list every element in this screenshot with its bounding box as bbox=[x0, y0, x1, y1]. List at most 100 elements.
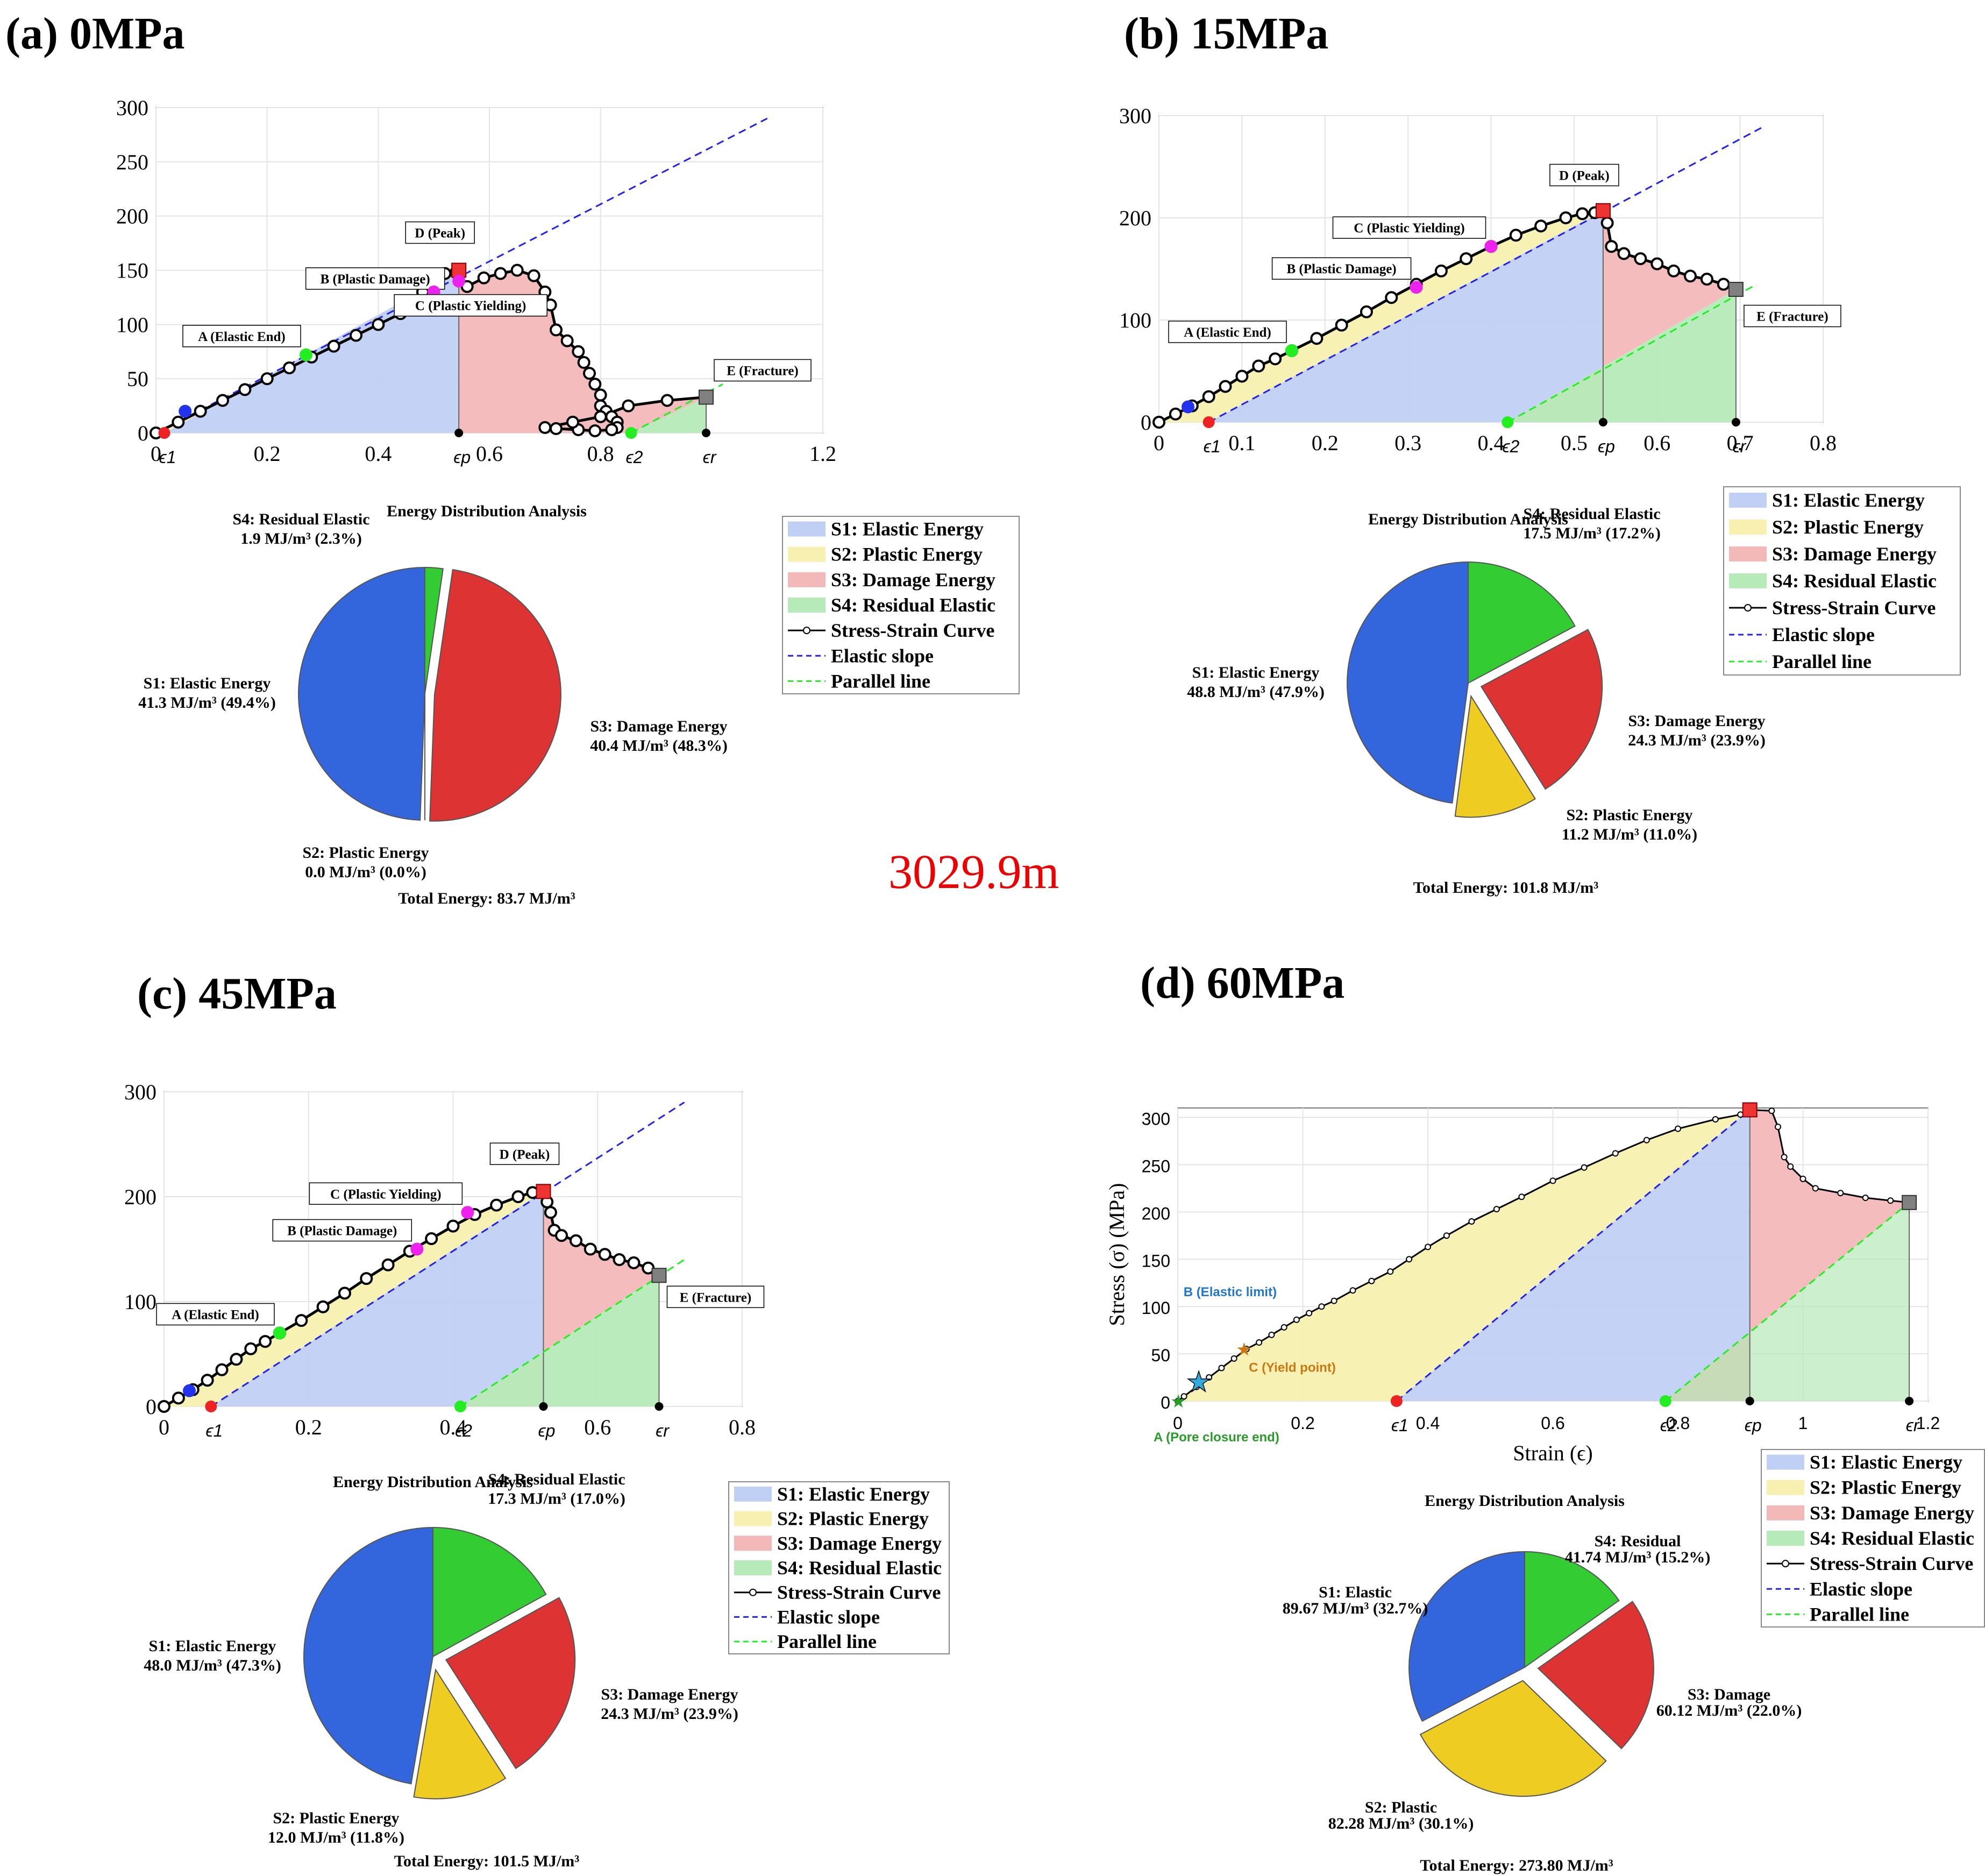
panel-c: (c) 45MPa 0 100 200 300 0 0.2 0.4 0.6 0.8 ϵ1 ϵ2 ϵp ϵr… bbox=[124, 969, 950, 1870]
x-tick-label: 0 bbox=[159, 1415, 169, 1439]
x-tick-label: 0.4 bbox=[1416, 1413, 1440, 1433]
curve-point bbox=[584, 1242, 597, 1256]
curve-point bbox=[1175, 1398, 1181, 1404]
eps-mark-label: ϵ1 bbox=[159, 447, 176, 467]
legend-swatch bbox=[1729, 520, 1767, 535]
curve-point bbox=[572, 345, 585, 358]
legend-item-label: S2: Plastic Energy bbox=[1810, 1477, 1961, 1498]
curve-point bbox=[338, 1287, 351, 1300]
eps2-marker bbox=[625, 427, 637, 439]
x-tick-label: 0.8 bbox=[729, 1415, 756, 1439]
curve-point bbox=[1335, 318, 1348, 332]
curve-point bbox=[1468, 1218, 1475, 1225]
x-tick-label: 0.4 bbox=[440, 1415, 467, 1439]
curve-point bbox=[1193, 1383, 1200, 1390]
legend-swatch bbox=[1767, 1531, 1804, 1546]
legend-item-label: Elastic slope bbox=[1772, 624, 1875, 645]
eps-mark-label: ϵp bbox=[538, 1421, 556, 1440]
region-S4 bbox=[631, 397, 706, 433]
curve-point bbox=[1206, 1374, 1213, 1381]
pie-total: Total Energy: 83.7 MJ/m³ bbox=[398, 890, 575, 907]
legend-swatch bbox=[803, 627, 810, 635]
curve-point bbox=[594, 388, 607, 402]
pie-label-S1: S1: Elastic bbox=[1319, 1583, 1392, 1601]
region-S1 bbox=[1208, 210, 1603, 422]
legend-item-label: Stress-Strain Curve bbox=[1772, 597, 1936, 619]
annotation-D: D (Peak) bbox=[415, 226, 465, 241]
region-S4 bbox=[1507, 289, 1736, 422]
pie-slice-S2 bbox=[1454, 694, 1536, 818]
blue-point bbox=[179, 404, 192, 418]
pie-label-S3: S3: Damage Energy bbox=[590, 717, 728, 735]
curve-point bbox=[1385, 291, 1398, 304]
curve-point bbox=[238, 383, 252, 396]
elastic-slope-line bbox=[210, 1102, 685, 1408]
pie-value-S1: 48.0 MJ/m³ (47.3%) bbox=[144, 1657, 281, 1674]
epsp-marker bbox=[539, 1402, 548, 1411]
pie-value-S2: 12.0 MJ/m³ (11.8%) bbox=[268, 1829, 404, 1846]
curve-point bbox=[1643, 1136, 1650, 1143]
elastic-slope-line bbox=[1208, 125, 1766, 423]
curve-point bbox=[1306, 1310, 1313, 1317]
y-tick-label: 0 bbox=[146, 1395, 156, 1419]
curve-point bbox=[1331, 1297, 1337, 1304]
curve-point bbox=[1612, 1150, 1619, 1157]
legend-item-label: Elastic slope bbox=[831, 645, 934, 666]
annotation-box-A bbox=[1168, 321, 1287, 343]
pie-slice-S3 bbox=[1480, 629, 1603, 790]
annotation-B: B (Elastic limit) bbox=[1184, 1285, 1277, 1299]
curve-point bbox=[316, 1300, 330, 1313]
legend-item-label: Parallel line bbox=[1810, 1603, 1909, 1625]
curve-point bbox=[613, 1253, 626, 1266]
pie-slice-S4 bbox=[1468, 561, 1576, 684]
legend-item-label: S3: Damage Energy bbox=[1810, 1502, 1974, 1524]
annotation-box-E bbox=[714, 359, 812, 382]
y-tick-label: 0 bbox=[1161, 1393, 1170, 1412]
panel-a: (a) 0MPa 0 50 100 150 200 250 300 0 0.2 0.4 0.6 0.8 1… bbox=[5, 9, 1020, 907]
point-A bbox=[1285, 344, 1298, 357]
elastic-slope-line bbox=[1396, 1109, 1751, 1402]
annotation-box-D bbox=[489, 1142, 560, 1165]
legend-swatch bbox=[1767, 1454, 1804, 1470]
legend-swatch bbox=[1767, 1505, 1804, 1520]
x-tick-label: 0.6 bbox=[1541, 1413, 1564, 1433]
legend-item-label: Elastic slope bbox=[1810, 1578, 1912, 1600]
pie-label-S4: S4: Residual Elastic bbox=[1523, 505, 1660, 523]
x-tick-label: 1.2 bbox=[1916, 1413, 1940, 1433]
y-tick-label: 250 bbox=[1142, 1156, 1170, 1176]
y-tick-label: 300 bbox=[1142, 1110, 1170, 1129]
legend-swatch bbox=[1767, 1480, 1804, 1495]
curve-point bbox=[588, 378, 602, 391]
legend-item-label: Parallel line bbox=[831, 670, 930, 692]
pie-value-S1: 48.8 MJ/m³ (47.9%) bbox=[1187, 683, 1325, 701]
curve-point bbox=[1368, 1277, 1375, 1284]
y-tick-label: 100 bbox=[1119, 308, 1151, 332]
eps-mark-label: ϵ2 bbox=[1502, 437, 1519, 456]
curve-point bbox=[230, 1353, 243, 1366]
curve-point bbox=[1717, 278, 1730, 291]
legend-item-label: S3: Damage Energy bbox=[1772, 543, 1937, 565]
y-tick-label: 300 bbox=[116, 96, 148, 120]
y-tick-label: 250 bbox=[116, 150, 148, 174]
pie-title: Energy Distribution Analysis bbox=[1368, 510, 1568, 528]
annotation-box-C bbox=[309, 1182, 463, 1205]
annotation-box-E bbox=[666, 1285, 765, 1308]
curve-point bbox=[622, 399, 635, 413]
legend-swatch bbox=[788, 598, 826, 613]
legend-item-label: S3: Damage Energy bbox=[777, 1532, 942, 1554]
x-tick-label: 0.2 bbox=[254, 442, 281, 466]
peak-marker bbox=[1595, 203, 1611, 218]
x-tick-label: 0 bbox=[151, 442, 161, 466]
pie-value-S4: 17.3 MJ/m³ (17.0%) bbox=[488, 1490, 625, 1508]
legend-item-label: S2: Plastic Energy bbox=[1772, 516, 1924, 538]
curve-point bbox=[544, 1206, 557, 1219]
pie-value-S1: 41.3 MJ/m³ (49.4%) bbox=[138, 694, 276, 712]
pie-value-S4: 41.74 MJ/m³ (15.2%) bbox=[1565, 1548, 1711, 1566]
annotation-E: E (Fracture) bbox=[727, 364, 799, 378]
y-tick-label: 200 bbox=[1142, 1204, 1170, 1223]
parallel-line bbox=[630, 383, 723, 434]
peak-marker bbox=[1742, 1102, 1758, 1118]
elastic-limit-star: ★ bbox=[1186, 1366, 1212, 1398]
point-C bbox=[461, 1206, 474, 1219]
curve-point bbox=[490, 1198, 503, 1212]
